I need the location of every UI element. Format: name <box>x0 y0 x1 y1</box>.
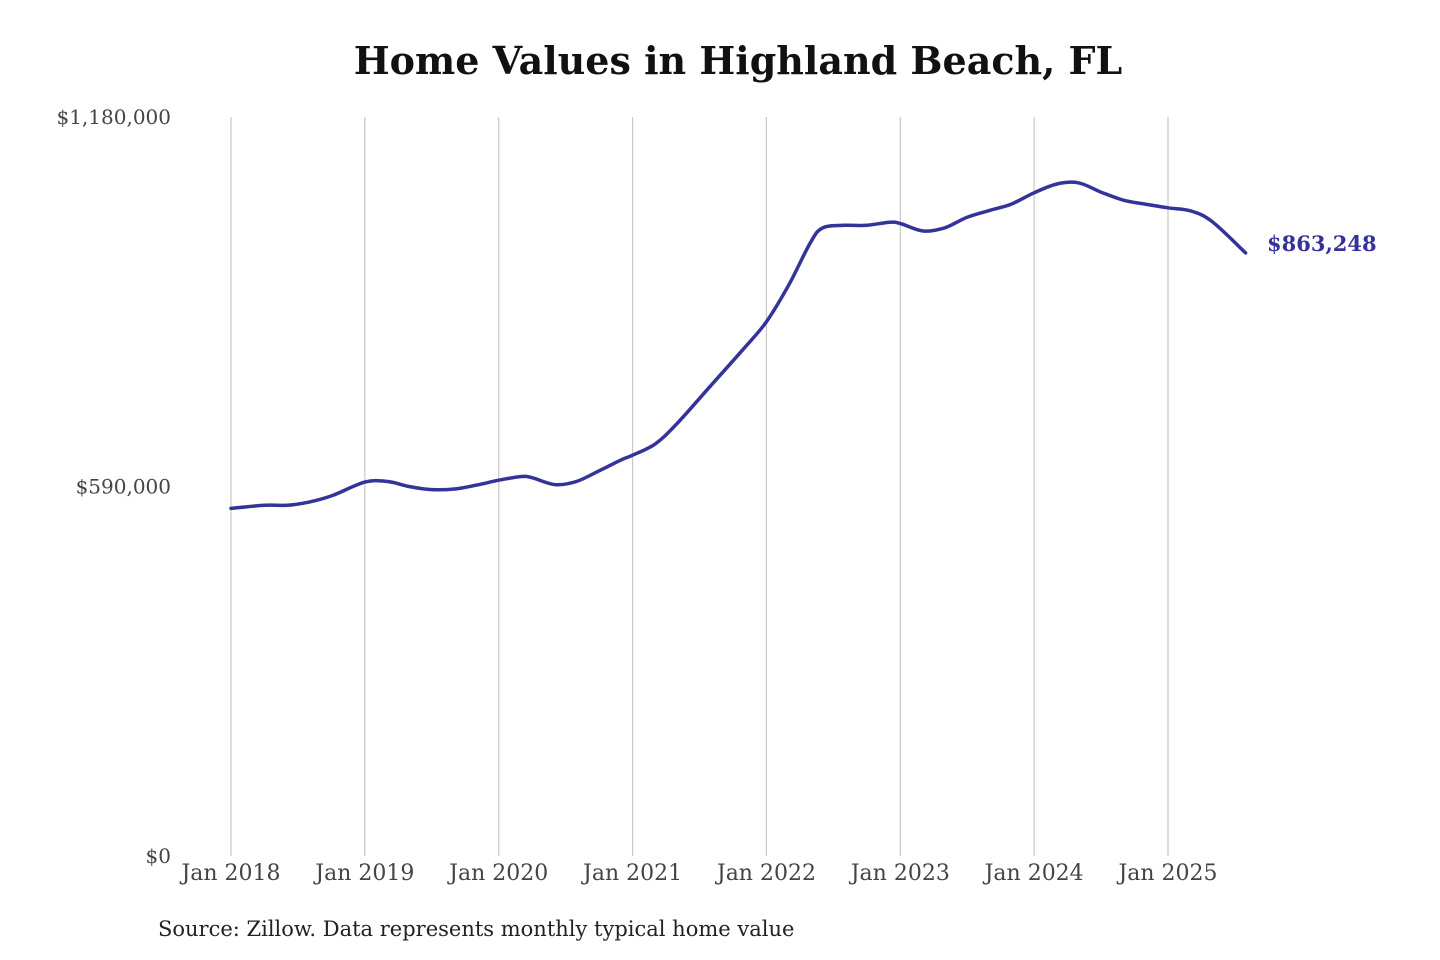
data-point-33 <box>965 215 969 219</box>
data-point-1 <box>263 503 267 507</box>
data-point-40 <box>1122 198 1126 202</box>
data-point-39 <box>1099 190 1103 194</box>
y-tick-label: $0 <box>146 844 171 868</box>
y-tick-label: $590,000 <box>76 475 171 499</box>
data-point-8 <box>430 488 434 492</box>
x-tick-label: Jan 2024 <box>983 861 1084 886</box>
data-point-38 <box>1076 181 1080 185</box>
data-point-3 <box>307 500 311 504</box>
data-point-31 <box>921 229 925 233</box>
data-point-9 <box>453 487 457 491</box>
data-point-14 <box>553 483 557 487</box>
source-note: Source: Zillow. Data represents monthly … <box>158 917 795 941</box>
data-point-7 <box>407 485 411 489</box>
x-tick-label: Jan 2022 <box>715 861 816 886</box>
data-point-25 <box>809 240 813 244</box>
data-point-41 <box>1143 202 1147 206</box>
data-point-4 <box>329 494 333 498</box>
data-point-34 <box>988 208 992 212</box>
data-point-30 <box>898 222 902 226</box>
data-point-32 <box>943 226 947 230</box>
x-tick-label: Jan 2019 <box>313 861 414 886</box>
x-tick-label: Jan 2023 <box>849 861 950 886</box>
series-line-0 <box>229 180 1248 511</box>
gridlines <box>230 117 1169 856</box>
data-point-20 <box>675 422 679 426</box>
data-point-22 <box>742 347 746 351</box>
data-point-36 <box>1032 191 1036 195</box>
data-point-11 <box>497 478 501 482</box>
data-point-17 <box>620 458 624 462</box>
y-tick-label: $1,180,000 <box>56 105 171 129</box>
data-point-23 <box>764 320 768 324</box>
data-point-28 <box>865 223 869 227</box>
x-tick-label: Jan 2018 <box>179 861 280 886</box>
data-point-6 <box>386 480 390 484</box>
data-point-12 <box>520 475 524 479</box>
data-point-43 <box>1189 209 1193 213</box>
data-point-37 <box>1055 182 1059 186</box>
chart-title: Home Values in Highland Beach, FL <box>353 38 1123 83</box>
x-axis-ticks: Jan 2018 Jan 2019 Jan 2020 Jan 2021 Jan 2022… <box>179 861 1217 886</box>
data-point-21 <box>708 384 712 388</box>
data-point-13 <box>530 476 534 480</box>
x-tick-label: Jan 2020 <box>447 861 548 886</box>
data-point-10 <box>474 483 478 487</box>
y-axis-ticks: $1,180,000 $590,000 $0 <box>56 105 171 868</box>
data-point-44 <box>1210 220 1214 224</box>
x-tick-label: Jan 2025 <box>1116 861 1217 886</box>
x-tick-label: Jan 2021 <box>581 861 682 886</box>
data-point-29 <box>888 220 892 224</box>
series-group: $863,248 <box>229 180 1377 511</box>
data-point-16 <box>597 469 601 473</box>
data-point-35 <box>1009 202 1013 206</box>
data-point-42 <box>1166 206 1170 210</box>
data-point-26 <box>821 226 825 230</box>
data-point-27 <box>842 223 846 227</box>
data-point-0 <box>229 506 233 510</box>
end-value-label: $863,248 <box>1267 231 1377 256</box>
data-point-5 <box>363 480 367 484</box>
data-point-24 <box>787 282 791 286</box>
data-point-45 <box>1244 251 1248 255</box>
data-point-2 <box>285 503 289 507</box>
data-point-15 <box>574 480 578 484</box>
data-point-19 <box>653 442 657 446</box>
data-point-18 <box>631 453 635 457</box>
